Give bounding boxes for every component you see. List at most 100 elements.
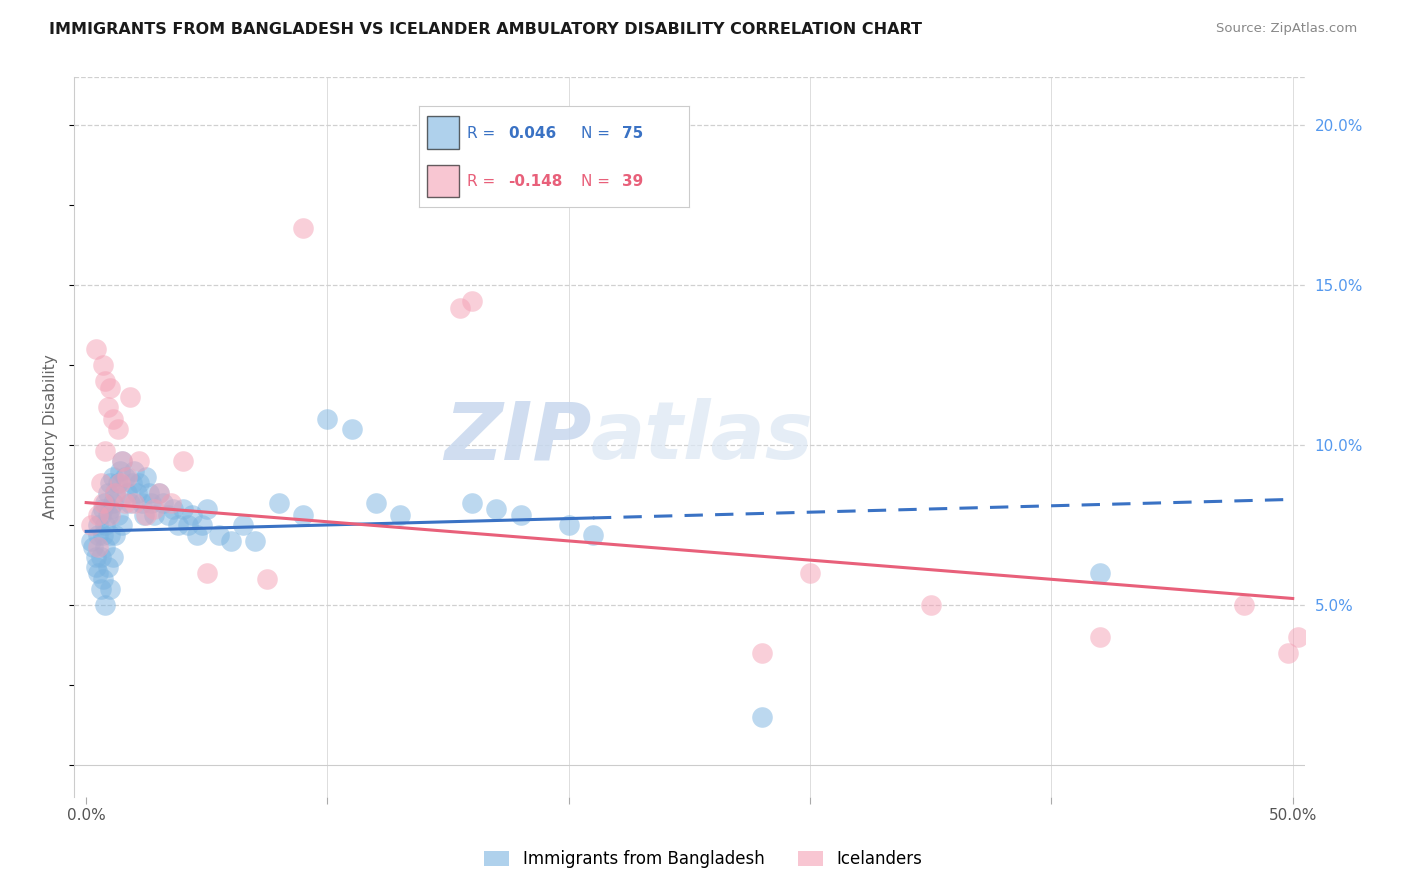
Point [128,454,150,468]
Point [292,220,315,235]
Point [101,470,124,484]
Point [124,495,146,509]
Point [94,598,117,612]
Point [751,646,773,660]
Point [80,533,103,548]
Point [243,533,266,548]
Point [97,508,120,523]
Point [135,470,157,484]
Text: Source: ZipAtlas.com: Source: ZipAtlas.com [1216,22,1357,36]
Point [87,508,110,523]
Point [461,495,484,509]
Point [388,508,411,523]
Point [131,495,153,509]
Point [582,527,605,541]
Point [232,518,254,533]
Legend: Immigrants from Bangladesh, Icelanders: Immigrants from Bangladesh, Icelanders [478,844,928,875]
Point [101,412,124,426]
Point [219,533,242,548]
Point [340,422,363,436]
Point [98,380,121,394]
Point [91,358,114,372]
Point [132,508,155,523]
Point [152,495,174,509]
Point [1088,566,1111,580]
Point [181,508,204,523]
Point [115,486,138,500]
Point [90,508,112,523]
Point [108,464,131,478]
Point [98,527,121,541]
Point [159,495,181,509]
Point [256,572,278,586]
Point [1233,598,1256,612]
Point [162,502,184,516]
Point [128,476,150,491]
Text: ZIP: ZIP [444,398,591,476]
Point [121,476,143,491]
Point [97,400,120,414]
Point [142,502,165,516]
Point [107,476,129,491]
Point [111,454,134,468]
Point [87,541,110,555]
Point [208,527,231,541]
Point [82,541,104,555]
Point [84,342,107,356]
Point [1286,630,1309,644]
Point [98,508,121,523]
Point [176,518,198,533]
Point [87,566,110,580]
Point [135,508,157,523]
Point [138,486,160,500]
Point [87,527,110,541]
Point [111,518,134,533]
Point [114,495,136,509]
Point [449,301,471,315]
Point [142,508,165,523]
Point [111,454,134,468]
Point [172,502,194,516]
Point [98,502,121,516]
Point [84,559,107,574]
Point [485,502,508,516]
Point [1277,646,1299,660]
Text: IMMIGRANTS FROM BANGLADESH VS ICELANDER AMBULATORY DISABILITY CORRELATION CHART: IMMIGRANTS FROM BANGLADESH VS ICELANDER … [49,22,922,37]
Point [118,390,141,404]
Point [91,495,114,509]
Point [751,710,773,724]
Point [90,582,112,596]
Point [316,412,339,426]
Point [269,495,291,509]
Point [107,508,129,523]
Point [148,486,170,500]
Point [94,518,117,533]
Point [148,486,170,500]
Point [94,495,117,509]
Point [104,486,127,500]
Point [195,566,218,580]
Point [94,374,117,388]
Point [97,486,120,500]
Point [90,476,112,491]
Point [101,495,124,509]
Point [91,572,114,586]
Point [364,495,387,509]
Point [80,518,103,533]
Point [108,476,131,491]
Point [125,486,148,500]
Point [84,549,107,564]
Point [98,582,121,596]
Point [509,508,531,523]
Point [104,527,127,541]
Point [166,518,188,533]
Point [118,495,141,509]
Point [87,518,110,533]
Point [1088,630,1111,644]
Point [98,476,121,491]
Point [91,502,114,516]
Point [292,508,315,523]
Point [558,518,581,533]
Point [172,454,194,468]
Point [91,527,114,541]
